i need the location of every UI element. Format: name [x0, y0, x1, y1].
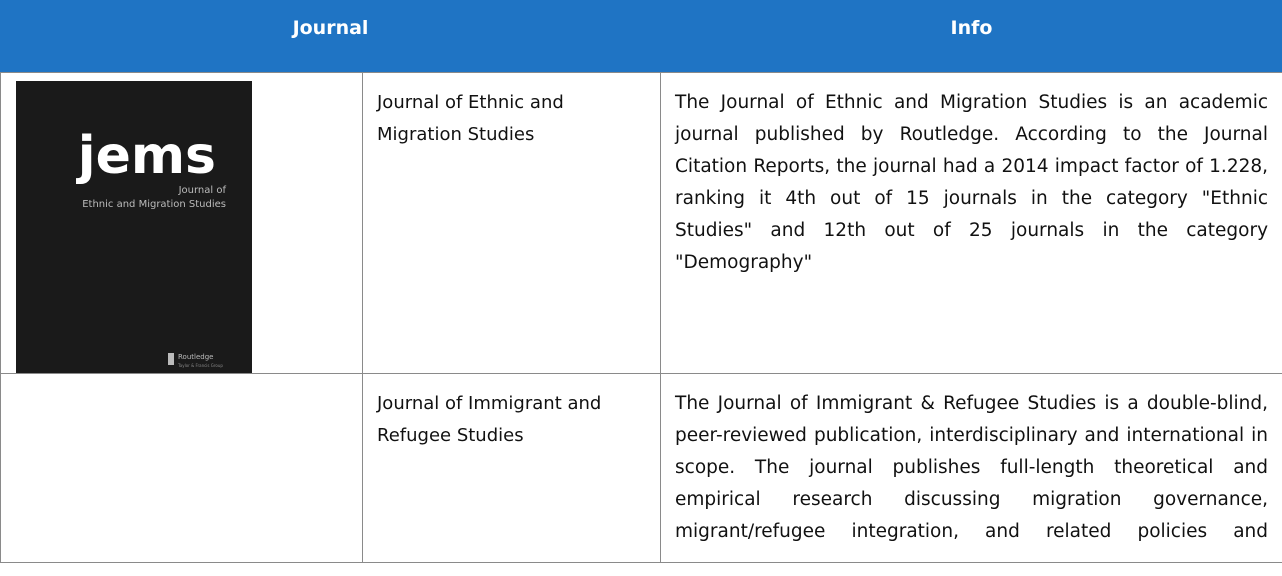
header-cell: Info: [661, 1, 1282, 73]
header-row: Journal Info: [1, 1, 1282, 73]
table-row: Journal of Immigrant and Refugee Studies…: [1, 374, 1282, 563]
cover-publisher-sub: Taylor & Francis Group: [177, 363, 223, 368]
journal-info: The Journal of Immigrant & Refugee Studi…: [661, 374, 1282, 563]
cover-subtitle: Ethnic and Migration Studies: [82, 199, 226, 210]
cover-image: jems Journal of Ethnic and Migration Stu…: [16, 81, 252, 373]
cover-subtitle: Journal of: [178, 185, 227, 196]
cover-cell: [1, 374, 363, 563]
journal-info: The Journal of Ethnic and Migration Stud…: [661, 73, 1282, 374]
cover-logo: jems: [76, 126, 216, 186]
journal-name: Journal of Ethnic and Migration Studies: [363, 73, 661, 374]
cover-cell: jems Journal of Ethnic and Migration Stu…: [1, 73, 363, 374]
header-cell: Journal: [1, 1, 661, 73]
page: Journal Info jems Journal of Ethnic and …: [0, 0, 1282, 576]
table-row: jems Journal of Ethnic and Migration Stu…: [1, 73, 1282, 374]
journal-name: Journal of Immigrant and Refugee Studies: [363, 374, 661, 563]
journal-table: Journal Info jems Journal of Ethnic and …: [0, 0, 1282, 563]
cover-publisher: Routledge: [178, 353, 213, 361]
